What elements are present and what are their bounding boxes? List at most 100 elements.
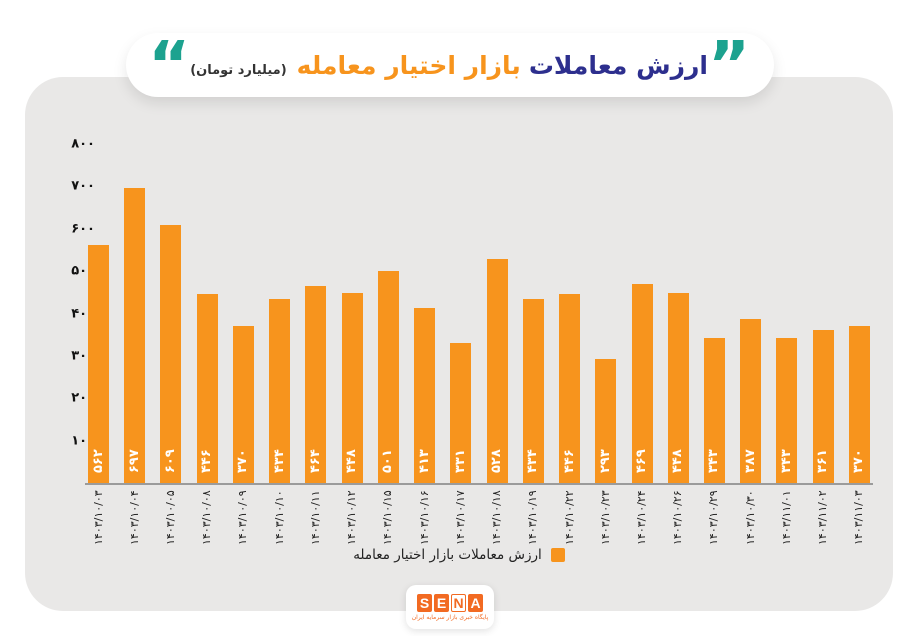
x-tick-label: ۱۴۰۳/۱۱/۰۱ bbox=[779, 490, 793, 545]
bar: ۶۰۹ bbox=[160, 224, 182, 483]
bar-value-label: ۵۲۸ bbox=[489, 449, 505, 473]
logo-letter-tile: A bbox=[468, 593, 483, 612]
x-tick-cell: ۱۴۰۳/۱۰/۱۹ bbox=[523, 485, 544, 555]
bar-value-label: ۶۹۷ bbox=[126, 449, 142, 473]
bar-value-label: ۴۶۴ bbox=[307, 449, 323, 473]
bar: ۲۹۳ bbox=[595, 358, 617, 483]
bars: ۵۶۲ ۶۹۷ ۶۰۹ ۴۴۶ ۳۷۰ ۴۳۴ ۴۶۴ ۴۴۸ ۵۰۱ ۴۱۳ ۳۳۱ ۵۲۸ ۴۳۴ ۴… bbox=[85, 144, 873, 483]
x-tick-cell: ۱۴۰۳/۱۱/۰۳ bbox=[849, 485, 870, 555]
bar: ۴۴۶ bbox=[196, 294, 218, 483]
chart-title: ارزش معاملات بازار اختیار معامله (میلیار… bbox=[190, 51, 708, 80]
title-part-blue: ارزش معاملات bbox=[528, 50, 708, 80]
x-tick-cell: ۱۴۰۳/۱۰/۲۴ bbox=[632, 485, 653, 555]
logo-letter-tile: N bbox=[451, 593, 466, 612]
x-tick-cell: ۱۴۰۳/۱۰/۰۴ bbox=[124, 485, 145, 555]
bar: ۳۳۱ bbox=[450, 342, 472, 483]
bar: ۴۴۶ bbox=[559, 294, 581, 483]
bar: ۳۴۳ bbox=[703, 337, 725, 483]
x-tick-label: ۱۴۰۳/۱۱/۰۳ bbox=[852, 490, 866, 545]
bar-value-label: ۳۸۷ bbox=[742, 449, 758, 473]
bar-value-label: ۴۴۸ bbox=[670, 449, 686, 473]
bar: ۵۲۸ bbox=[486, 259, 508, 483]
title-part-orange: بازار اختیار معامله bbox=[296, 50, 521, 80]
y-tick-label: ۶۰۰ bbox=[71, 221, 95, 237]
x-tick-label: ۱۴۰۳/۱۰/۰۴ bbox=[127, 490, 141, 545]
sena-logo-letters: S E N A bbox=[417, 593, 483, 612]
plot-area: ۵۶۲ ۶۹۷ ۶۰۹ ۴۴۶ ۳۷۰ ۴۳۴ ۴۶۴ ۴۴۸ ۵۰۱ ۴۱۳ ۳۳۱ ۵۲۸ ۴۳۴ ۴… bbox=[85, 144, 873, 485]
x-tick-cell: ۱۴۰۳/۱۰/۱۲ bbox=[342, 485, 363, 555]
bar: ۳۷۰ bbox=[848, 326, 870, 483]
x-tick-cell: ۱۴۰۳/۱۰/۲۲ bbox=[559, 485, 580, 555]
bar-value-label: ۲۹۳ bbox=[597, 449, 613, 473]
x-tick-cell: ۱۴۰۳/۱۰/۰۵ bbox=[160, 485, 181, 555]
y-tick-label: ۸۰۰ bbox=[71, 136, 95, 152]
bar-value-label: ۴۳۴ bbox=[525, 449, 541, 473]
logo-letter-tile: E bbox=[434, 593, 449, 612]
x-tick-label: ۱۴۰۳/۱۰/۳۰ bbox=[743, 490, 757, 545]
x-tick-label: ۱۴۰۳/۱۰/۱۲ bbox=[345, 490, 359, 545]
x-tick-label: ۱۴۰۳/۱۰/۲۴ bbox=[635, 490, 649, 545]
x-tick-cell: ۱۴۰۳/۱۰/۲۳ bbox=[595, 485, 616, 555]
x-tick-label: ۱۴۰۳/۱۰/۱۰ bbox=[272, 490, 286, 545]
x-tick-label: ۱۴۰۳/۱۰/۰۳ bbox=[91, 490, 105, 545]
x-tick-label: ۱۴۰۳/۱۰/۱۷ bbox=[453, 490, 467, 545]
bar: ۴۳۴ bbox=[522, 299, 544, 483]
x-tick-cell: ۱۴۰۳/۱۰/۰۳ bbox=[88, 485, 109, 555]
bar: ۴۳۴ bbox=[269, 299, 291, 483]
x-tick-label: ۱۴۰۳/۱۰/۱۸ bbox=[490, 490, 504, 545]
bar: ۴۱۳ bbox=[414, 308, 436, 483]
x-tick-cell: ۱۴۰۳/۱۰/۳۰ bbox=[740, 485, 761, 555]
bar: ۳۴۳ bbox=[776, 337, 798, 483]
bar: ۴۴۸ bbox=[667, 293, 689, 483]
x-tick-cell: ۱۴۰۳/۱۰/۱۶ bbox=[414, 485, 435, 555]
x-tick-cell: ۱۴۰۳/۱۰/۱۱ bbox=[305, 485, 326, 555]
bar: ۶۹۷ bbox=[124, 187, 146, 483]
bar-value-label: ۳۳۱ bbox=[452, 449, 468, 473]
legend-swatch bbox=[550, 548, 565, 562]
bar-value-label: ۳۷۰ bbox=[851, 449, 867, 473]
title-unit: (میلیارد تومان) bbox=[190, 62, 287, 78]
bar: ۳۷۰ bbox=[232, 326, 254, 483]
x-tick-label: ۱۴۰۳/۱۰/۲۲ bbox=[562, 490, 576, 545]
logo-tagline: پایگاه خبری بازار سرمایه ایران bbox=[411, 613, 489, 621]
x-tick-cell: ۱۴۰۳/۱۰/۰۹ bbox=[233, 485, 254, 555]
bar-value-label: ۴۴۶ bbox=[199, 449, 215, 473]
bar-value-label: ۵۰۱ bbox=[380, 449, 396, 473]
bar-value-label: ۴۶۹ bbox=[634, 449, 650, 473]
x-axis-labels: ۱۴۰۳/۱۰/۰۳ ۱۴۰۳/۱۰/۰۴ ۱۴۰۳/۱۰/۰۵ ۱۴۰۳/۱۰/۰۸… bbox=[85, 485, 873, 555]
x-tick-cell: ۱۴۰۳/۱۰/۰۸ bbox=[197, 485, 218, 555]
bar-value-label: ۴۴۶ bbox=[561, 449, 577, 473]
bar-value-label: ۵۶۲ bbox=[90, 449, 106, 473]
y-tick-label: ۷۰۰ bbox=[71, 178, 95, 194]
x-tick-cell: ۱۴۰۳/۱۰/۲۶ bbox=[668, 485, 689, 555]
x-tick-cell: ۱۴۰۳/۱۰/۱۵ bbox=[378, 485, 399, 555]
sena-logo: S E N A پایگاه خبری بازار سرمایه ایران bbox=[406, 585, 494, 629]
quote-open-icon: “ bbox=[148, 29, 191, 103]
x-tick-cell: ۱۴۰۳/۱۰/۱۰ bbox=[269, 485, 290, 555]
chart-card: ۸۰۰ ۷۰۰ ۶۰۰ ۵۰۰ ۴۰۰ ۳۰۰ ۲۰۰ ۱۰۰ ۰ ۵۶۲ ۶۹۷ ۶۰۹ ۴۴۶ ۳۷… bbox=[25, 77, 893, 611]
legend-label: ارزش معاملات بازار اختیار معامله bbox=[353, 547, 542, 563]
x-tick-cell: ۱۴۰۳/۱۰/۱۷ bbox=[450, 485, 471, 555]
x-tick-cell: ۱۴۰۳/۱۰/۲۹ bbox=[704, 485, 725, 555]
bar: ۴۴۸ bbox=[341, 293, 363, 483]
bar: ۵۶۲ bbox=[88, 244, 109, 483]
x-tick-label: ۱۴۰۳/۱۰/۱۱ bbox=[308, 490, 322, 545]
legend: ارزش معاملات بازار اختیار معامله bbox=[25, 547, 893, 563]
x-tick-label: ۱۴۰۳/۱۰/۰۸ bbox=[200, 490, 214, 545]
x-tick-label: ۱۴۰۳/۱۰/۰۵ bbox=[163, 490, 177, 545]
bar-value-label: ۴۱۳ bbox=[416, 449, 432, 473]
bar: ۴۶۹ bbox=[631, 284, 653, 483]
bar: ۳۶۱ bbox=[812, 330, 834, 483]
x-tick-label: ۱۴۰۳/۱۱/۰۲ bbox=[816, 490, 830, 545]
bar-value-label: ۶۰۹ bbox=[162, 449, 178, 473]
bar: ۴۶۴ bbox=[305, 286, 327, 483]
bar-value-label: ۴۴۸ bbox=[344, 449, 360, 473]
x-tick-label: ۱۴۰۳/۱۰/۱۶ bbox=[417, 490, 431, 545]
title-banner: ” ارزش معاملات بازار اختیار معامله (میلی… bbox=[126, 29, 774, 103]
bar: ۳۸۷ bbox=[740, 319, 762, 483]
bar-value-label: ۴۳۴ bbox=[271, 449, 287, 473]
bar-value-label: ۳۶۱ bbox=[815, 449, 831, 473]
x-tick-cell: ۱۴۰۳/۱۰/۱۸ bbox=[487, 485, 508, 555]
x-tick-label: ۱۴۰۳/۱۰/۱۹ bbox=[526, 490, 540, 545]
